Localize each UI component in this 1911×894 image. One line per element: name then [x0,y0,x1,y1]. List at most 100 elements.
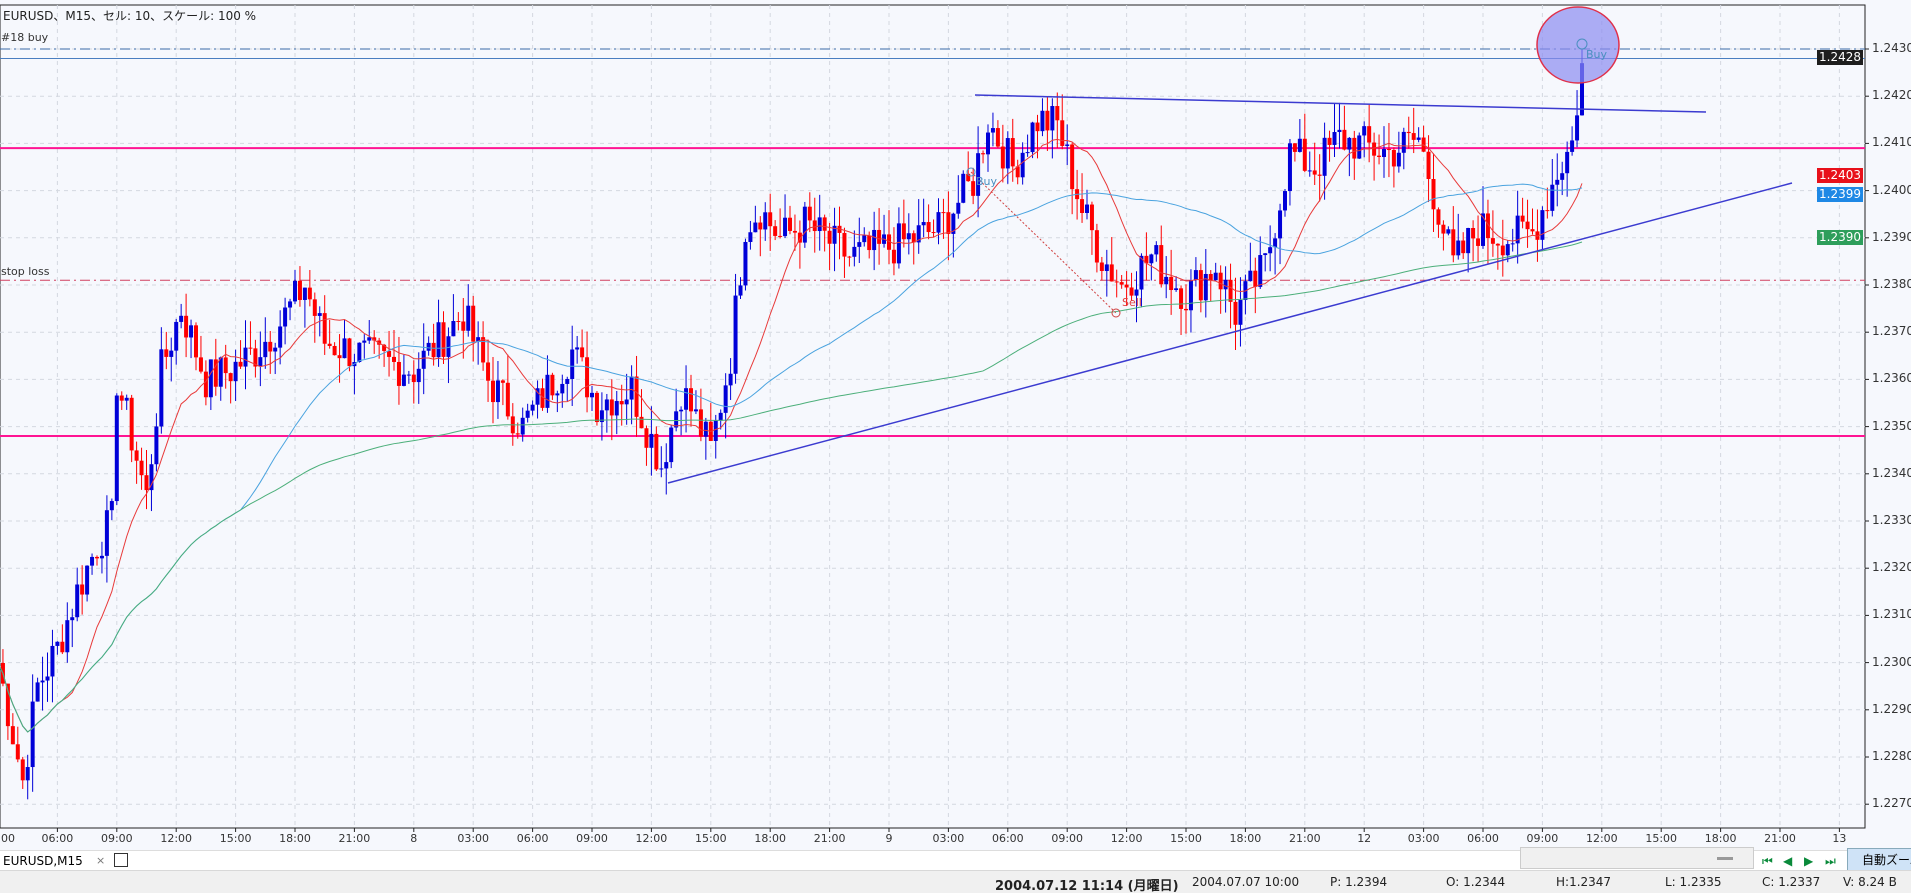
candle-body [1347,137,1352,150]
tab-eurusd-m15[interactable]: EURUSD,M15 [3,854,83,868]
scroll-right-icon[interactable]: ▶ [1804,854,1814,868]
candle-body [1055,106,1060,121]
candle-body [1520,215,1525,222]
candle-body [629,376,634,400]
candle-body [1119,282,1124,285]
scroll-to-end-icon[interactable]: ⏭ [1825,854,1836,868]
candle-body [990,128,995,133]
candle-body [1382,149,1386,157]
candle-body [1530,229,1535,232]
candle-body [1020,152,1025,178]
status-volume: V: 8.24 B [1843,875,1897,889]
candle-body [768,212,773,227]
candle-body [317,313,322,316]
time-tick-label: 13 [1832,832,1847,845]
candle-body [55,641,60,646]
candle-body [1461,240,1466,254]
candle-body [585,357,590,398]
candle-body [1149,254,1154,264]
highlight-circle [1536,6,1620,84]
candle-body [1089,204,1094,231]
price-chart[interactable] [0,0,1911,850]
candle-body [124,397,129,401]
price-tick-label: 1.2400 [1872,182,1911,197]
candle-body [505,382,510,417]
candle-body [223,357,228,374]
candle-body [812,220,817,232]
candle-body [134,450,139,461]
candle-body [426,342,431,351]
candle-body [1580,63,1584,116]
time-tick-label: 18:00 [1704,832,1737,845]
price-tick-label: 1.2380 [1872,277,1911,291]
candle-body [862,235,867,243]
chart-area[interactable]: EURUSD、M15、セル: 10、スケール: 100 % #18 buy st… [0,0,1911,850]
candle-body [372,337,377,341]
candle-body [431,342,436,358]
window-restore-icon[interactable] [114,853,128,867]
time-tick-label: 9 [885,832,893,845]
sell-marker-label: Sell [1122,296,1142,309]
candle-body [1515,215,1520,244]
candle-body [1179,288,1184,309]
candle-body [1005,138,1010,169]
candle-body [703,421,708,437]
candle-body [1456,240,1461,256]
time-tick-label: 03:00 [932,832,965,845]
candle-body [179,315,184,322]
trade-connector-line [970,171,1117,314]
scroll-to-start-icon[interactable]: ⏮ [1762,854,1773,868]
price-tag: 1.2428 [1817,50,1863,66]
candle-body [1441,224,1446,234]
candle-body [481,337,486,363]
candle-body [1357,135,1362,159]
auto-zoom-label: 自動ズーム [1862,853,1911,867]
candle-body [10,726,15,745]
ma-mid-line [0,183,1583,733]
candle-body [1396,152,1401,167]
candle-body [797,232,802,243]
price-tag: 1.2403 [1817,168,1863,184]
candle-body [65,620,70,653]
candle-body [951,213,956,234]
candle-body [520,417,525,435]
buy-marker-icon [1576,38,1588,50]
candle-body [268,341,273,352]
candle-body [99,555,104,559]
candle-body [114,395,119,502]
candle-body [832,225,837,244]
candle-body [1099,262,1104,271]
candle-body [847,256,852,258]
sell-marker-icon [1111,308,1121,318]
candle-body [1386,149,1391,151]
candle-body [238,361,243,367]
candle-body [609,399,614,416]
candle-body [966,173,971,182]
candle-body [50,645,55,677]
candle-body [1000,146,1005,169]
candle-body [674,411,679,428]
auto-zoom-button[interactable]: 自動ズーム [1847,848,1911,872]
candle-body [367,337,372,341]
tab-close-button[interactable]: × [96,854,106,867]
candle-body [1065,144,1070,146]
candle-body [743,241,748,286]
candle-body [748,232,753,242]
candle-body [1287,143,1292,192]
candle-body [119,395,124,401]
candle-body [60,641,65,653]
candle-body [1297,138,1302,152]
candle-body [302,287,307,300]
candle-body [35,682,40,702]
candle-body [332,345,337,356]
candle-body [1283,191,1287,211]
candle-body [1322,137,1327,176]
candle-body [594,392,599,423]
price-tag: 1.2390 [1817,229,1863,245]
candle-body [491,380,495,403]
candle-body [1550,184,1555,211]
candle-body [263,341,268,358]
scroll-bar[interactable] [1520,847,1754,869]
scroll-left-icon[interactable]: ◀ [1783,854,1793,868]
candle-body [1273,238,1278,248]
